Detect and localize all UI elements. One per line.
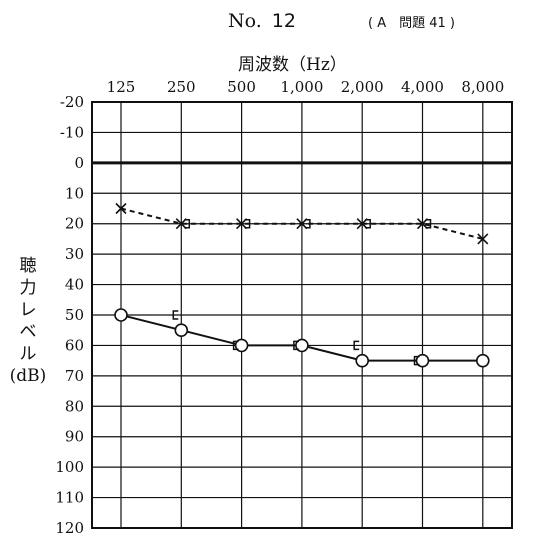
data-point-circle xyxy=(174,323,189,338)
data-point-bracket xyxy=(425,218,432,229)
y-axis-label: 聴 力 レ ベ ル (dB) xyxy=(8,255,48,387)
data-point-x xyxy=(115,202,127,215)
data-point-bracket xyxy=(172,310,179,320)
x-tick-label: 250 xyxy=(167,78,196,96)
data-point-bracket xyxy=(232,340,239,351)
y-axis-label-line: ベ xyxy=(19,322,37,342)
y-tick-label: 60 xyxy=(65,336,84,354)
x-tick-label: 125 xyxy=(107,78,136,96)
y-tick-label: 80 xyxy=(65,397,84,415)
y-tick-label: 90 xyxy=(65,428,84,446)
x-tick-label: 500 xyxy=(227,78,256,96)
y-tick-label: 20 xyxy=(65,215,84,233)
x-tick-label: 1,000 xyxy=(280,78,323,96)
chart-number-value: 12 xyxy=(271,10,296,32)
question-reference: ( A 問題 41 ) xyxy=(368,16,455,31)
y-axis-label-line: ル xyxy=(19,344,37,364)
x-tick-label: 2,000 xyxy=(341,78,384,96)
data-point-bracket xyxy=(293,340,299,351)
data-point-circle xyxy=(234,338,249,353)
data-point-x xyxy=(477,233,489,245)
y-tick-label: 10 xyxy=(65,184,84,202)
y-axis-label-line: 聴 xyxy=(19,256,37,276)
y-tick-label: -10 xyxy=(60,123,84,141)
chart-number: No. 12 xyxy=(228,10,296,32)
data-point-circle xyxy=(355,353,370,368)
data-point-circle xyxy=(475,353,490,368)
data-point-bracket xyxy=(413,355,420,366)
y-axis-label-line: レ xyxy=(19,300,37,320)
chart-number-prefix: No. xyxy=(228,10,262,32)
y-tick-label: 100 xyxy=(55,458,84,476)
data-point-circle xyxy=(415,353,430,368)
y-axis-label-line: 力 xyxy=(19,278,37,298)
y-tick-label: 50 xyxy=(65,306,84,324)
x-tick-label: 4,000 xyxy=(401,78,444,96)
y-tick-label: 40 xyxy=(65,276,84,294)
data-point-bracket xyxy=(304,218,311,229)
x-tick-label: 8,000 xyxy=(461,78,504,96)
data-point-circle xyxy=(114,308,128,322)
y-tick-label: -20 xyxy=(60,93,84,111)
data-point-circle xyxy=(295,338,309,353)
data-point-bracket xyxy=(365,218,371,229)
data-point-bracket xyxy=(353,340,360,351)
y-tick-label: 0 xyxy=(74,154,84,172)
y-tick-label: 120 xyxy=(55,519,84,537)
x-axis-label: 周波数（Hz） xyxy=(238,55,347,75)
data-point-bracket xyxy=(244,218,251,229)
data-point-bracket xyxy=(184,218,191,229)
y-tick-label: 70 xyxy=(65,367,84,385)
y-tick-label: 30 xyxy=(65,245,84,263)
y-tick-label: 110 xyxy=(55,489,84,507)
y-axis-label-line: (dB) xyxy=(9,366,47,386)
